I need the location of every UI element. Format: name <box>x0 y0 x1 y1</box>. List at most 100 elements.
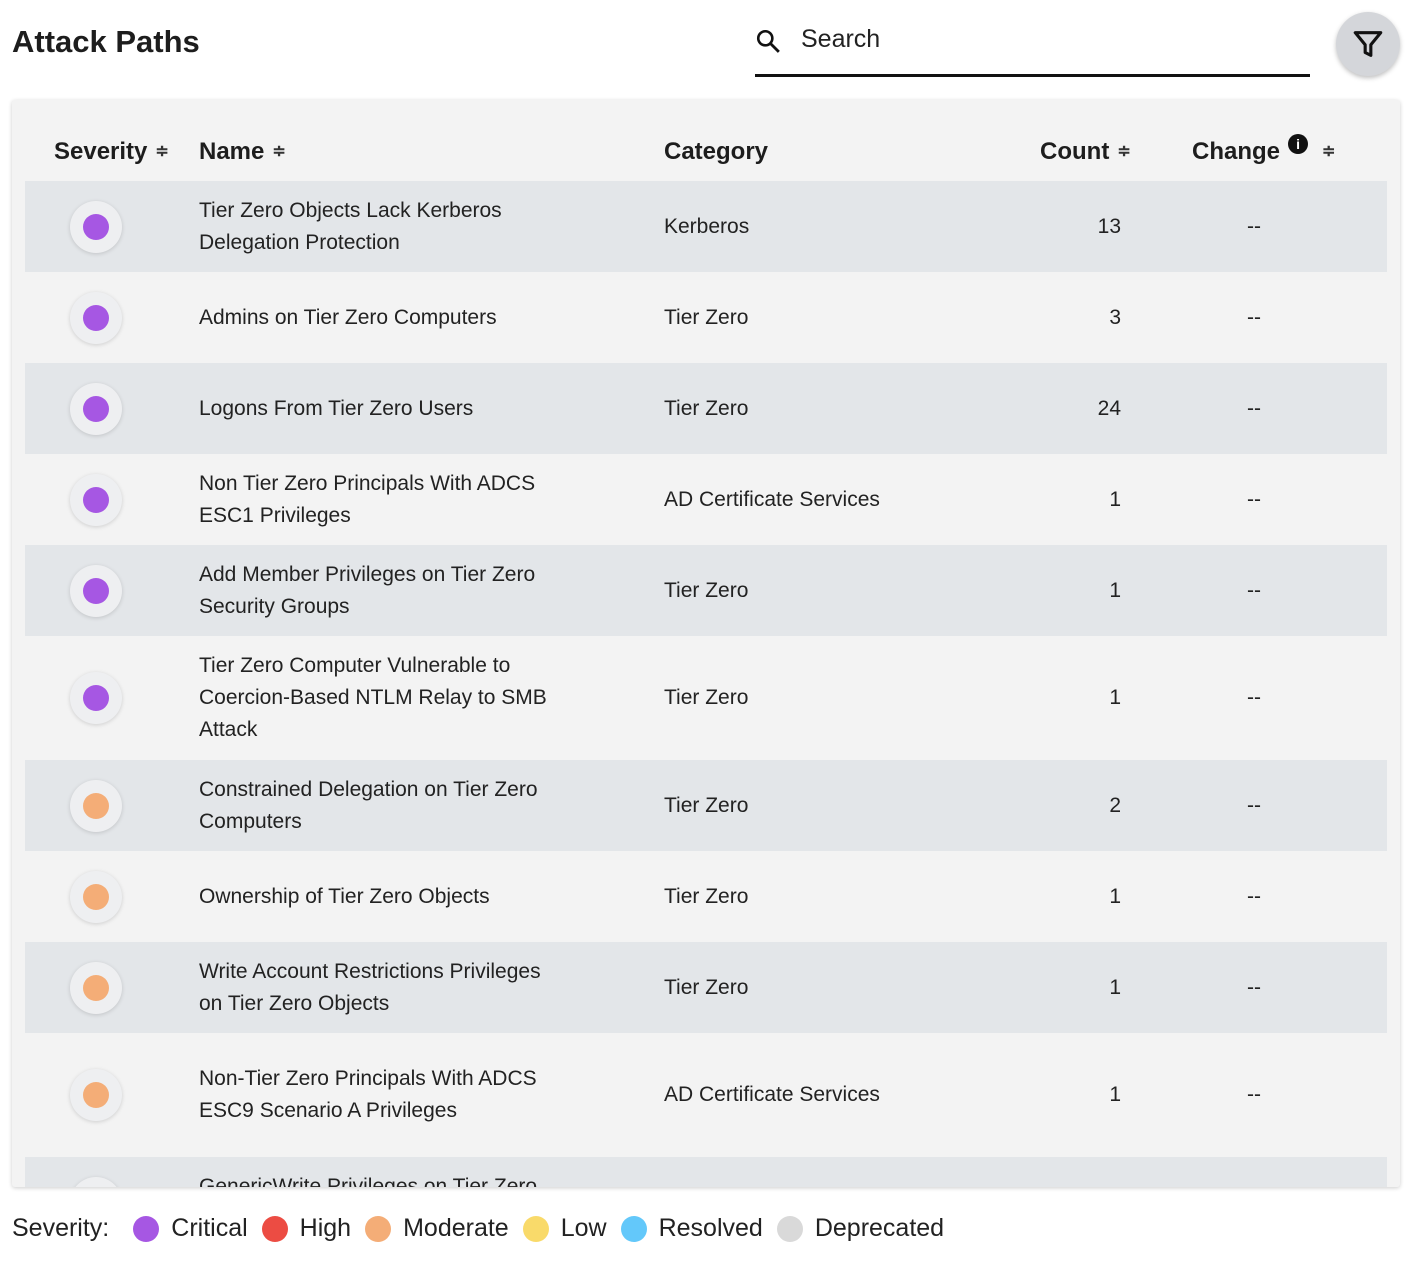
attack-path-change: -- <box>1247 487 1261 511</box>
attack-path-count: 1 <box>1109 578 1121 602</box>
attack-path-change: -- <box>1247 214 1261 238</box>
attack-path-name: Admins on Tier Zero Computers <box>199 305 497 329</box>
legend-item-label: Low <box>560 1214 607 1242</box>
column-header-count[interactable]: Count ≑ <box>1040 138 1131 165</box>
severity-dot <box>83 883 109 910</box>
severity-indicator <box>70 870 122 923</box>
severity-indicator <box>70 1069 122 1121</box>
legend-item: Resolved <box>620 1214 763 1243</box>
table-row[interactable]: Tier Zero Objects Lack Kerberos Delegati… <box>25 181 1387 272</box>
attack-path-category: AD Certificate Services <box>664 487 880 511</box>
attack-path-category: AD Certificate Services <box>664 1083 880 1106</box>
attack-paths-table: Severity ≑ Name ≑ Category Count ≑ Change i ≑… <box>12 100 1400 1187</box>
legend-label: Severity: <box>12 1214 110 1242</box>
sort-icon: ≑ <box>155 143 169 160</box>
severity-indicator <box>70 473 122 526</box>
legend-item: Low <box>522 1214 607 1243</box>
attack-path-count: 13 <box>1097 214 1121 238</box>
severity-indicator <box>70 779 122 832</box>
severity-dot <box>83 792 109 819</box>
severity-indicator <box>70 291 122 344</box>
severity-indicator <box>70 382 122 435</box>
table-row[interactable]: GenericWrite Privileges on Tier Zero Obj… <box>25 1157 1387 1187</box>
attack-path-name: Non-Tier Zero Principals With ADCS ESC9 … <box>199 1067 537 1122</box>
attack-path-category: Kerberos <box>664 214 750 238</box>
attack-path-count: 1 <box>1109 1083 1121 1106</box>
sort-icon: ≑ <box>1117 143 1131 160</box>
legend-item-label: Resolved <box>658 1214 763 1242</box>
page-title: Attack Paths <box>12 24 200 59</box>
search-input[interactable] <box>799 24 1283 55</box>
table-row[interactable]: Add Member Privileges on Tier Zero Secur… <box>25 545 1387 636</box>
legend-item: High <box>261 1214 352 1243</box>
attack-path-category: Tier Zero <box>664 396 749 420</box>
filter-button[interactable] <box>1336 12 1400 76</box>
attack-path-name: Non Tier Zero Principals With ADCS ESC1 … <box>199 471 536 527</box>
legend-dot <box>261 1215 288 1242</box>
attack-path-category: Tier Zero <box>664 793 749 817</box>
severity-indicator <box>70 564 122 617</box>
table-header: Severity ≑ Name ≑ Category Count ≑ Change i ≑ <box>25 130 1387 181</box>
attack-path-category: Tier Zero <box>664 975 749 999</box>
attack-path-category: Tier Zero <box>664 686 749 709</box>
search-icon <box>756 29 780 53</box>
legend-item: Critical <box>133 1214 248 1243</box>
column-header-change[interactable]: Change i ≑ <box>1192 134 1336 165</box>
attack-path-change: -- <box>1247 686 1261 709</box>
attack-path-name: Tier Zero Objects Lack Kerberos Delegati… <box>199 198 502 254</box>
attack-path-count: 1 <box>1109 686 1121 709</box>
column-header-name[interactable]: Name ≑ <box>199 138 286 165</box>
attack-path-name: Logons From Tier Zero Users <box>199 396 474 420</box>
severity-dot <box>83 486 109 513</box>
attack-path-name: Add Member Privileges on Tier Zero Secur… <box>199 562 536 618</box>
attack-path-change: -- <box>1247 975 1261 999</box>
attack-path-category: Tier Zero <box>664 305 749 329</box>
legend-item-label: Moderate <box>403 1214 509 1242</box>
attack-path-count: 2 <box>1109 793 1121 817</box>
attack-path-change: -- <box>1247 1083 1261 1106</box>
attack-path-change: -- <box>1247 793 1261 817</box>
table-row[interactable]: Tier Zero Computer Vulnerable to Coercio… <box>25 636 1387 760</box>
info-icon[interactable]: i <box>1288 134 1309 154</box>
sort-icon: ≑ <box>272 143 286 160</box>
attack-path-name: Tier Zero Computer Vulnerable to Coercio… <box>199 654 547 741</box>
column-header-severity[interactable]: Severity ≑ <box>54 138 169 165</box>
attack-path-count: 24 <box>1097 396 1121 420</box>
severity-dot <box>83 577 109 604</box>
table-row[interactable]: Non Tier Zero Principals With ADCS ESC1 … <box>25 454 1387 545</box>
table-body: Tier Zero Objects Lack Kerberos Delegati… <box>25 181 1387 1187</box>
table-row[interactable]: Write Account Restrictions Privileges on… <box>25 942 1387 1033</box>
severity-dot <box>83 685 109 711</box>
column-header-category: Category <box>664 138 769 165</box>
table-row[interactable]: Constrained Delegation on Tier Zero Comp… <box>25 760 1387 851</box>
legend-item-label: Critical <box>171 1214 248 1242</box>
attack-path-change: -- <box>1247 884 1261 908</box>
severity-indicator <box>70 1176 122 1187</box>
attack-path-count: 1 <box>1109 487 1121 511</box>
filter-icon <box>1353 31 1383 57</box>
attack-path-name: Ownership of Tier Zero Objects <box>199 884 490 908</box>
legend-dot <box>620 1215 647 1242</box>
severity-dot <box>83 1082 109 1108</box>
attack-path-name: GenericWrite Privileges on Tier Zero Obj… <box>199 1174 538 1188</box>
severity-indicator <box>70 200 122 253</box>
attack-path-category: Tier Zero <box>664 578 749 602</box>
severity-legend: Severity: Critical High Moderate Low Resolve… <box>12 1214 958 1243</box>
legend-item-label: High <box>299 1214 352 1242</box>
legend-dot <box>522 1215 549 1242</box>
attack-path-category: Tier Zero <box>664 884 749 908</box>
attack-path-change: -- <box>1247 396 1261 420</box>
attack-path-count: 1 <box>1109 975 1121 999</box>
table-row[interactable]: Logons From Tier Zero Users Tier Zero 24 -- <box>25 363 1387 454</box>
search-field[interactable] <box>755 18 1310 77</box>
sort-icon: ≑ <box>1322 143 1336 160</box>
table-row[interactable]: Ownership of Tier Zero Objects Tier Zero 1… <box>25 851 1387 942</box>
legend-dot <box>365 1215 392 1242</box>
severity-indicator <box>70 672 122 724</box>
attack-path-change: -- <box>1247 578 1261 602</box>
attack-path-count: 1 <box>1109 884 1121 908</box>
severity-dot <box>83 974 109 1001</box>
legend-item-label: Deprecated <box>814 1214 945 1242</box>
table-row[interactable]: Non-Tier Zero Principals With ADCS ESC9 … <box>25 1033 1387 1157</box>
table-row[interactable]: Admins on Tier Zero Computers Tier Zero 3 -… <box>25 272 1387 363</box>
